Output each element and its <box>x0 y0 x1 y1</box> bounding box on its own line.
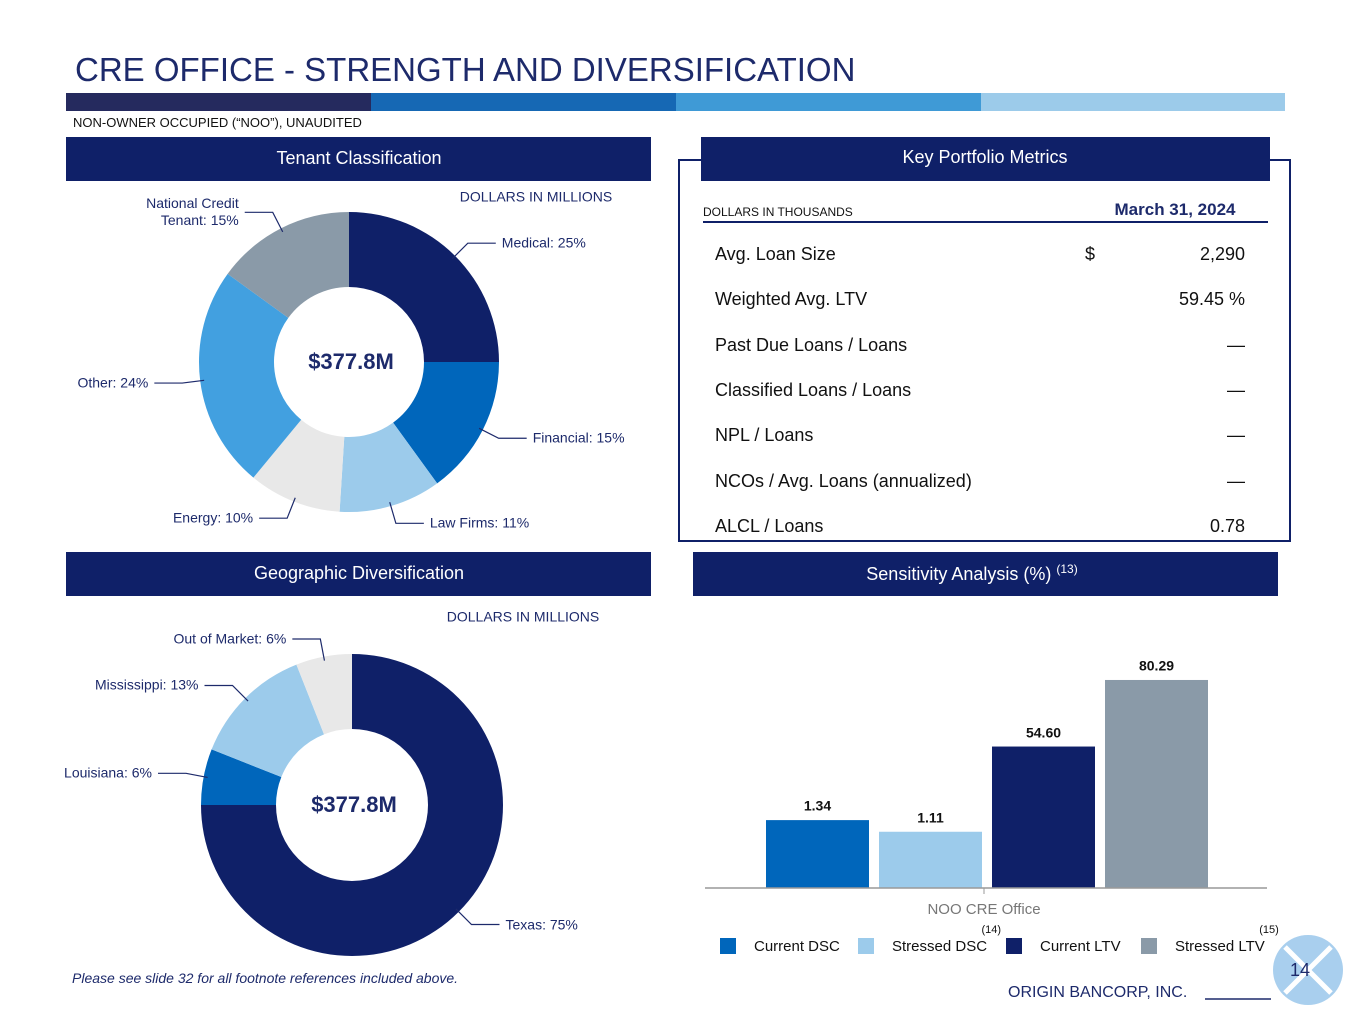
title-note: (13) <box>1056 562 1078 577</box>
section-title: Sensitivity Analysis (%) (13) <box>866 562 1077 586</box>
leader-line <box>451 242 496 260</box>
legend-label: Stressed DSC (14) <box>892 924 1002 955</box>
leader-line <box>292 638 326 661</box>
leader-line <box>204 684 249 702</box>
slice-label: Energy: 10% <box>172 509 254 526</box>
subtitle: NON-OWNER OCCUPIED (“NOO”), UNAUDITED <box>73 115 362 130</box>
metric-label: Classified Loans / Loans <box>715 380 912 401</box>
page-number: 14 <box>1289 960 1311 980</box>
slice-label: Mississippi: 13% <box>95 677 199 694</box>
leader-line <box>478 427 527 439</box>
slice-label: National Credit Tenant: 15% <box>146 195 239 229</box>
legend-swatch <box>858 938 874 954</box>
leader-line <box>455 908 500 926</box>
bar-value-label: 80.29 <box>1138 657 1175 674</box>
leader-line <box>244 211 284 233</box>
legend-swatch <box>1006 938 1022 954</box>
stripe <box>66 93 371 111</box>
company: ORIGIN BANCORP, INC. <box>1008 984 1188 1001</box>
leader-line <box>389 502 424 524</box>
donut-slice <box>253 419 345 512</box>
leader-line <box>157 772 208 779</box>
legend-swatch <box>1141 938 1157 954</box>
bar-value-label: 1.11 <box>917 809 944 826</box>
donut-slice <box>201 654 503 956</box>
legend-note: (14) <box>981 924 1002 936</box>
section-header <box>693 552 1278 596</box>
section-title: Geographic Diversification <box>253 563 465 584</box>
legend-label: Current DSC <box>754 938 840 955</box>
donut-slice <box>339 422 438 512</box>
metric-label: Avg. Loan Size <box>715 244 836 265</box>
section-title: Tenant Classification <box>276 148 442 169</box>
donut-slice <box>199 273 302 478</box>
section-header <box>701 137 1270 181</box>
slice-label: Law Firms: 11% <box>429 514 530 531</box>
donut-slice <box>349 212 499 362</box>
slice-label: Louisiana: 6% <box>64 764 152 781</box>
donut-slice <box>296 654 352 735</box>
metric-value: 2,290 <box>1199 244 1245 265</box>
metric-label: NCOs / Avg. Loans (annualized) <box>715 470 972 491</box>
metric-value: 0.78 <box>1209 516 1245 536</box>
leader-line <box>154 379 205 384</box>
slice-label: Medical: 25% <box>501 234 586 251</box>
slice-label: Other: 24% <box>77 374 149 391</box>
metric-value: — <box>1227 334 1245 355</box>
metric-currency: $ <box>1085 244 1096 265</box>
slice-label: Financial: 15% <box>532 429 625 446</box>
legend-note: (15) <box>1259 924 1279 936</box>
section-title: Key Portfolio Metrics <box>902 147 1068 167</box>
bar <box>1105 679 1208 888</box>
footnote: Please see slide 32 for all footnote ref… <box>72 970 459 986</box>
center-label: $377.8M <box>311 791 397 817</box>
x-tick-label: NOO CRE Office <box>927 901 1041 918</box>
unit-note: DOLLARS IN THOUSANDS <box>703 205 853 219</box>
donut-slice <box>211 664 325 778</box>
section-header <box>66 137 651 181</box>
bar <box>879 831 982 888</box>
slice-label: Texas: 75% <box>505 916 578 933</box>
metric-value: 59.45 % <box>1178 289 1245 310</box>
unit-note: DOLLARS IN MILLIONS <box>459 188 613 205</box>
badge-cross <box>1283 945 1333 995</box>
section-header <box>66 552 651 596</box>
center-label: $377.8M <box>308 348 394 374</box>
stripe <box>676 93 981 111</box>
bar-value-label: 54.60 <box>1025 724 1062 741</box>
bar <box>766 820 869 888</box>
metric-value: — <box>1227 470 1245 491</box>
bar-value-label: 1.34 <box>803 797 832 814</box>
slice-label: Out of Market: 6% <box>173 630 287 647</box>
stripe <box>371 93 676 111</box>
metric-label: NPL / Loans <box>715 425 814 446</box>
stripe <box>981 93 1285 111</box>
metric-label: Past Due Loans / Loans <box>715 334 908 355</box>
legend-label: Current LTV <box>1040 938 1121 955</box>
title-text: Sensitivity Analysis (%) <box>866 564 1052 585</box>
metric-value: — <box>1227 380 1245 401</box>
metric-label: ALCL / Loans <box>715 516 824 536</box>
column-header: March 31, 2024 <box>1114 200 1236 219</box>
metric-label: Weighted Avg. LTV <box>715 289 868 310</box>
donut-slice <box>227 212 349 318</box>
bar <box>992 746 1095 888</box>
donut-slice <box>393 362 499 484</box>
leader-line <box>259 497 296 519</box>
unit-note: DOLLARS IN MILLIONS <box>446 608 600 625</box>
legend-label: Stressed LTV (15) <box>1175 924 1279 955</box>
donut-slice <box>201 749 282 805</box>
slide-title: CRE OFFICE - STRENGTH AND DIVERSIFICATIO… <box>75 51 856 88</box>
metric-value: — <box>1227 425 1245 446</box>
legend-swatch <box>720 938 736 954</box>
